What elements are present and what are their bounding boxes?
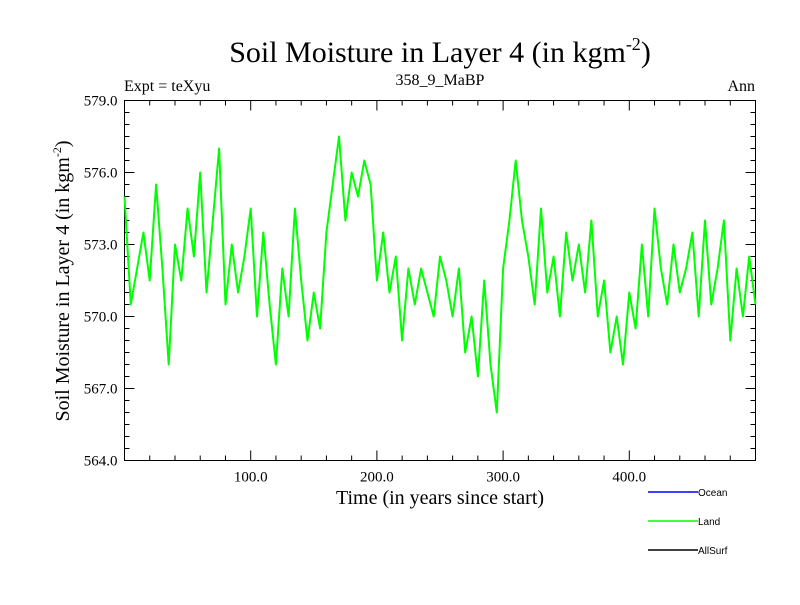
chart-title-main: Soil Moisture in Layer 4 (in kgm (229, 36, 626, 69)
x-tick-label: 300.0 (486, 470, 520, 486)
period-label: 358_9_MaBP (396, 72, 485, 89)
y-axis-title-main: Soil Moisture in Layer 4 (in kgm (52, 157, 74, 422)
season-label: Ann (727, 78, 755, 95)
y-tick-label: 564.0 (84, 454, 118, 470)
experiment-label: Expt = teXyu (124, 78, 210, 95)
y-axis-title: Soil Moisture in Layer 4 (in kgm-2) (50, 140, 74, 421)
x-tick-label: 400.0 (612, 470, 646, 486)
legend-label-allsurf: AllSurf (698, 546, 728, 557)
series-layer (123, 135, 757, 414)
chart-legend: Ocean Land AllSurf (648, 488, 728, 557)
x-tick-label: 100.0 (234, 470, 268, 486)
chart-title: Soil Moisture in Layer 4 (in kgm-2) (229, 34, 651, 69)
chart-title-close: ) (641, 36, 651, 69)
x-tick-label: 200.0 (360, 470, 394, 486)
y-tick-label: 573.0 (84, 238, 118, 254)
y-axis-title-sup: -2 (50, 147, 64, 157)
y-tick-label: 579.0 (84, 94, 118, 110)
y-axis-ticks: 564.0 567.0 570.0 573.0 576.0 579.0 (84, 94, 756, 470)
chart-title-sup: -2 (626, 34, 641, 54)
y-axis-title-close: ) (52, 140, 74, 147)
legend-label-land: Land (698, 517, 720, 528)
y-tick-label: 576.0 (84, 166, 118, 182)
series-line-land (123, 135, 757, 414)
y-tick-label: 567.0 (84, 382, 118, 398)
y-tick-label: 570.0 (84, 310, 118, 326)
x-axis-ticks: 100.0 200.0 300.0 400.0 (149, 100, 731, 486)
x-axis-title: Time (in years since start) (336, 487, 544, 509)
legend-label-ocean: Ocean (698, 488, 727, 499)
